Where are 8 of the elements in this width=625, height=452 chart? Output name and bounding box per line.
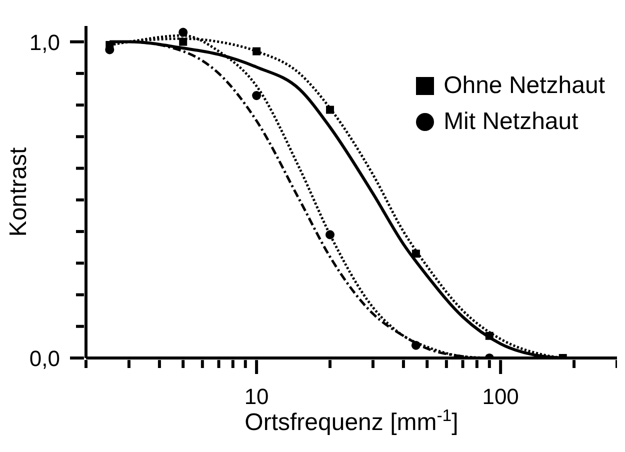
- x-tick-label: 100: [482, 384, 519, 409]
- x-tick-label: 10: [244, 384, 269, 409]
- x-axis-title: Ortsfrequenz [mm$^{-1}$]: [244, 406, 458, 436]
- y-tick-label: 0,0: [29, 346, 60, 371]
- y-axis-title: Kontrast: [5, 146, 32, 237]
- y-tick-label: 1,0: [29, 30, 60, 55]
- legend-label: Ohne Netzhaut: [444, 71, 605, 101]
- legend-label: Mit Netzhaut: [444, 107, 578, 137]
